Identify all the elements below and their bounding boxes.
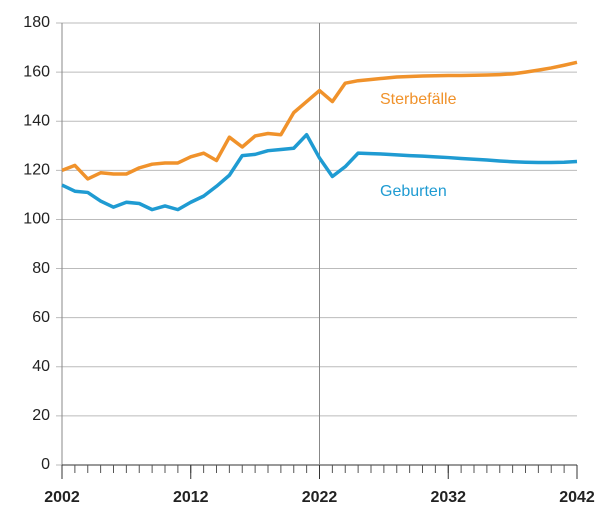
series-label: Geburten — [380, 183, 447, 200]
series-label: Sterbefälle — [380, 91, 457, 108]
y-tick-label: 40 — [32, 358, 50, 375]
x-tick-label: 2032 — [430, 489, 466, 506]
x-tick-label: 2002 — [44, 489, 80, 506]
y-tick-label: 160 — [23, 63, 50, 80]
y-tick-label: 120 — [23, 162, 50, 179]
y-tick-label: 60 — [32, 309, 50, 326]
x-tick-label: 2042 — [559, 489, 595, 506]
y-tick-label: 0 — [41, 456, 50, 473]
y-tick-label: 20 — [32, 407, 50, 424]
y-tick-label: 100 — [23, 211, 50, 228]
y-tick-label: 80 — [32, 260, 50, 277]
y-tick-label: 180 — [23, 14, 50, 31]
x-tick-label: 2012 — [173, 489, 209, 506]
line-series — [61, 60, 578, 181]
x-tick-label: 2022 — [302, 489, 338, 506]
y-tick-label: 140 — [23, 112, 50, 129]
line-series — [61, 132, 578, 212]
